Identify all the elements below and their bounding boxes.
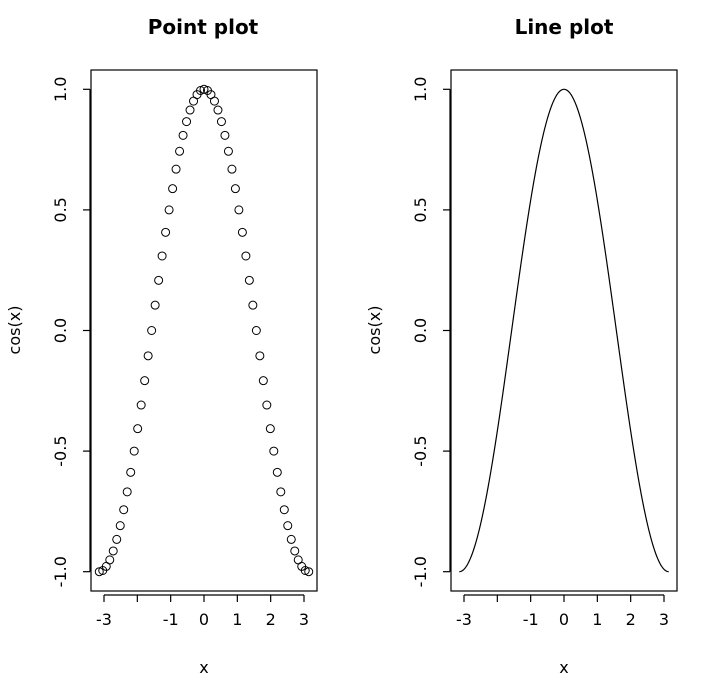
data-line (459, 88, 669, 573)
data-point (140, 376, 150, 386)
y-tick-label: -1.0 (51, 556, 70, 587)
x-axis: -3 -1 0 1 2 3 (456, 594, 669, 629)
x-tick-label: 0 (199, 610, 209, 629)
data-point (216, 117, 226, 127)
x-tick-label: 3 (299, 610, 309, 629)
x-axis-label: x (199, 658, 208, 677)
y-tick-label: 1.0 (411, 77, 430, 102)
y-tick-label: 0.0 (411, 318, 430, 343)
data-point (244, 275, 254, 285)
data-points (94, 84, 314, 577)
data-point (168, 184, 178, 194)
data-point (227, 164, 237, 174)
series-line (459, 88, 669, 573)
data-point (251, 326, 261, 335)
x-axis: -3 -1 0 1 2 3 (96, 594, 309, 629)
data-point (209, 96, 219, 106)
data-point (185, 105, 195, 115)
data-point (241, 251, 251, 261)
data-point (279, 505, 289, 515)
y-tick-label: 1.0 (51, 77, 70, 102)
data-point (157, 251, 167, 261)
plot-frame (450, 69, 678, 592)
x-tick-label: 2 (626, 610, 636, 629)
data-point (108, 546, 118, 556)
x-tick-label: 2 (266, 610, 276, 629)
x-tick-label: 0 (559, 610, 569, 629)
data-point (126, 467, 136, 477)
x-tick-label: 3 (659, 610, 669, 629)
data-point (150, 300, 160, 310)
plot-frame (90, 69, 318, 592)
data-point (269, 446, 279, 456)
data-point (178, 130, 188, 140)
y-axis-label: cos(x) (365, 306, 384, 355)
x-tick-label: -3 (96, 610, 112, 629)
y-axis: -1.0 -0.5 0.0 0.5 1.0 (411, 77, 451, 587)
line-plot-panel: Line plot -3 -1 0 1 2 3 -1.0 -0.5 0.0 0.5 1.0 x c… (365, 15, 678, 677)
data-point (234, 205, 244, 215)
data-point (290, 546, 300, 556)
data-point (262, 400, 272, 410)
data-point (265, 424, 275, 434)
data-point (276, 487, 286, 497)
data-point (129, 446, 139, 456)
data-point (258, 376, 268, 386)
panel-title: Point plot (148, 15, 259, 39)
point-plot-panel: Point plot -3 -1 0 1 2 3 -1.0-0.50.00.51.0 x … (5, 15, 318, 677)
data-point (105, 555, 115, 565)
data-point (248, 300, 258, 310)
data-point (147, 326, 157, 335)
x-tick-label: -1 (523, 610, 539, 629)
data-point (164, 205, 174, 215)
y-tick-label: 0.5 (411, 197, 430, 222)
data-point (182, 117, 192, 127)
y-tick-label: -1.0 (411, 556, 430, 587)
data-point (283, 521, 293, 531)
x-axis-label: x (559, 658, 568, 677)
data-point (143, 351, 153, 361)
data-point (122, 487, 132, 497)
data-point (272, 467, 282, 477)
y-tick-label: 0.5 (51, 197, 70, 222)
data-point (230, 184, 240, 194)
data-point (286, 534, 296, 544)
data-point (175, 146, 185, 156)
y-axis: -1.0 -0.5 0.0 0.5 1.0 (51, 77, 91, 587)
x-tick-label: -3 (456, 610, 472, 629)
x-tick-label: -1 (163, 610, 179, 629)
y-tick-label: -0.5 (51, 435, 70, 466)
data-point (304, 567, 314, 577)
data-point (161, 227, 171, 237)
data-point (213, 105, 223, 115)
data-point (220, 130, 230, 140)
data-point (171, 164, 181, 174)
data-point (133, 424, 143, 434)
data-point (136, 400, 146, 410)
y-tick-label: -0.5 (411, 435, 430, 466)
x-tick-label: 1 (232, 610, 242, 629)
data-point (119, 505, 129, 515)
y-tick-label: 0.0 (51, 318, 70, 343)
x-tick-label: 1 (592, 610, 602, 629)
data-point (115, 521, 125, 531)
data-point (223, 146, 233, 156)
data-point (154, 275, 164, 285)
data-point (255, 351, 265, 361)
data-point (112, 534, 122, 544)
panel-title: Line plot (515, 15, 614, 39)
data-point (237, 227, 247, 237)
y-axis-label: cos(x) (5, 306, 24, 355)
